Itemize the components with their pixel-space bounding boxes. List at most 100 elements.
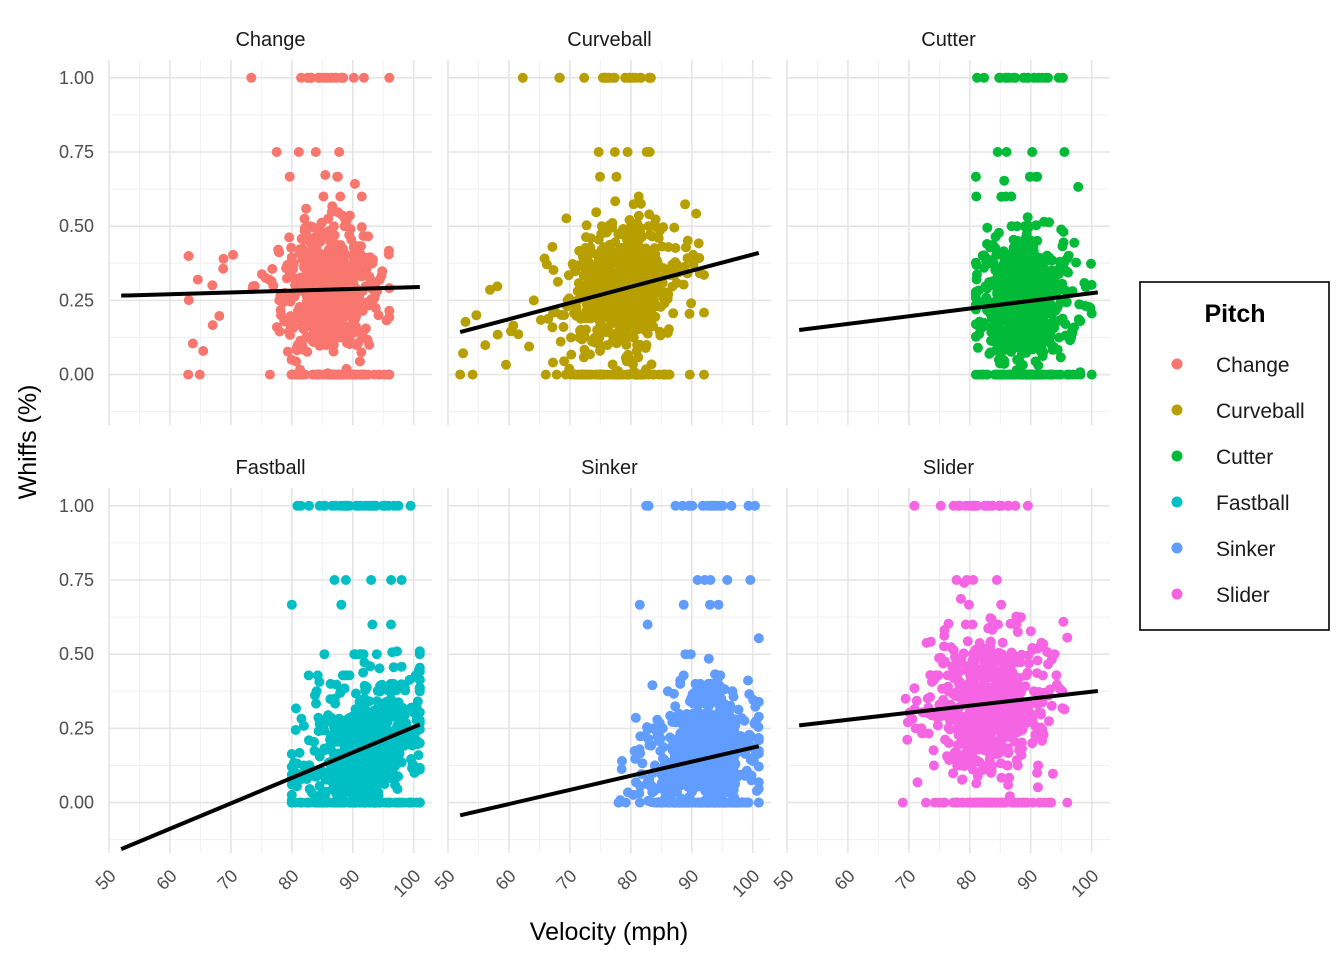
data-point (1036, 341, 1047, 352)
data-point (644, 229, 655, 240)
data-point (1032, 655, 1043, 666)
data-point (1038, 320, 1049, 331)
data-point (921, 637, 932, 648)
y-tick-label: 0.00 (59, 365, 94, 385)
y-axis-title: Whiffs (%) (14, 385, 42, 500)
data-point (685, 778, 696, 789)
data-point (672, 786, 682, 797)
data-point (753, 633, 764, 644)
data-point (601, 72, 612, 83)
data-point (641, 340, 652, 350)
data-point (256, 269, 267, 280)
data-point (390, 750, 401, 761)
data-point (921, 797, 931, 808)
x-tick-label: 90 (335, 866, 363, 894)
data-point (1003, 728, 1014, 739)
data-point (719, 684, 730, 695)
legend-label: Change (1216, 354, 1290, 377)
data-point (284, 171, 295, 182)
data-point (353, 734, 364, 745)
data-point (979, 500, 990, 511)
data-point (400, 685, 411, 696)
y-tick-label: 0.25 (59, 718, 94, 738)
data-point (648, 254, 659, 265)
data-point (959, 683, 970, 694)
data-point (605, 247, 616, 258)
data-point (228, 249, 239, 260)
trend-line (459, 250, 760, 335)
data-point (1027, 147, 1038, 157)
y-tick-label: 1.00 (59, 496, 94, 516)
x-tick-label: 50 (431, 866, 459, 894)
data-point (670, 734, 681, 745)
data-point (991, 369, 1002, 380)
data-point (1032, 767, 1043, 778)
data-point (694, 253, 705, 263)
data-point (623, 787, 633, 798)
data-point (909, 500, 920, 511)
data-point (1001, 284, 1012, 295)
trend-line (120, 722, 421, 851)
data-point (990, 231, 1001, 242)
data-point (309, 232, 320, 243)
data-point (699, 764, 710, 775)
data-point (583, 313, 594, 324)
x-tick-label: 70 (891, 866, 919, 894)
facet-strip-label: Cutter (921, 29, 976, 51)
data-point (645, 72, 656, 83)
legend-key (1171, 404, 1183, 416)
data-point (992, 619, 1003, 630)
data-point (458, 348, 469, 359)
data-point (396, 661, 407, 672)
data-point (963, 599, 974, 610)
data-point (332, 369, 343, 380)
data-point (637, 758, 648, 769)
facet-panel: Sinker 50 60 70 80 90 100 (431, 457, 771, 901)
data-point (995, 72, 1006, 83)
data-point (1006, 191, 1017, 202)
data-point (992, 288, 1003, 299)
data-point (594, 339, 605, 350)
data-point (377, 266, 388, 277)
data-point (198, 346, 209, 356)
data-point (309, 745, 320, 756)
data-point (313, 712, 324, 723)
data-point (680, 199, 691, 210)
data-point (326, 739, 337, 750)
data-point (586, 247, 597, 258)
data-point (286, 354, 297, 365)
data-point (962, 636, 973, 647)
data-point (383, 245, 394, 256)
data-point (183, 251, 194, 261)
data-point (192, 274, 203, 285)
data-point (1044, 684, 1055, 695)
data-point (958, 733, 969, 744)
data-point (740, 770, 750, 781)
data-point (298, 344, 309, 355)
data-point (390, 682, 401, 693)
data-point (1060, 285, 1070, 296)
data-point (300, 369, 311, 380)
data-point (1046, 654, 1057, 665)
data-point (320, 170, 331, 180)
data-point (1024, 311, 1035, 322)
trend-line (798, 290, 1099, 333)
data-point (384, 797, 395, 808)
data-point (355, 649, 365, 660)
facet-strip-label: Fastball (235, 457, 305, 479)
data-point (1074, 299, 1085, 310)
data-point (354, 241, 365, 252)
data-point (326, 766, 337, 777)
data-point (414, 715, 425, 726)
data-point (675, 678, 686, 689)
data-point (513, 329, 524, 340)
data-point (471, 310, 482, 321)
data-point (683, 748, 694, 759)
data-point (277, 297, 288, 308)
data-point (286, 797, 297, 808)
data-point (414, 649, 425, 660)
data-point (292, 500, 303, 511)
data-point (543, 313, 554, 324)
legend-key (1171, 358, 1183, 370)
data-point (570, 369, 581, 380)
